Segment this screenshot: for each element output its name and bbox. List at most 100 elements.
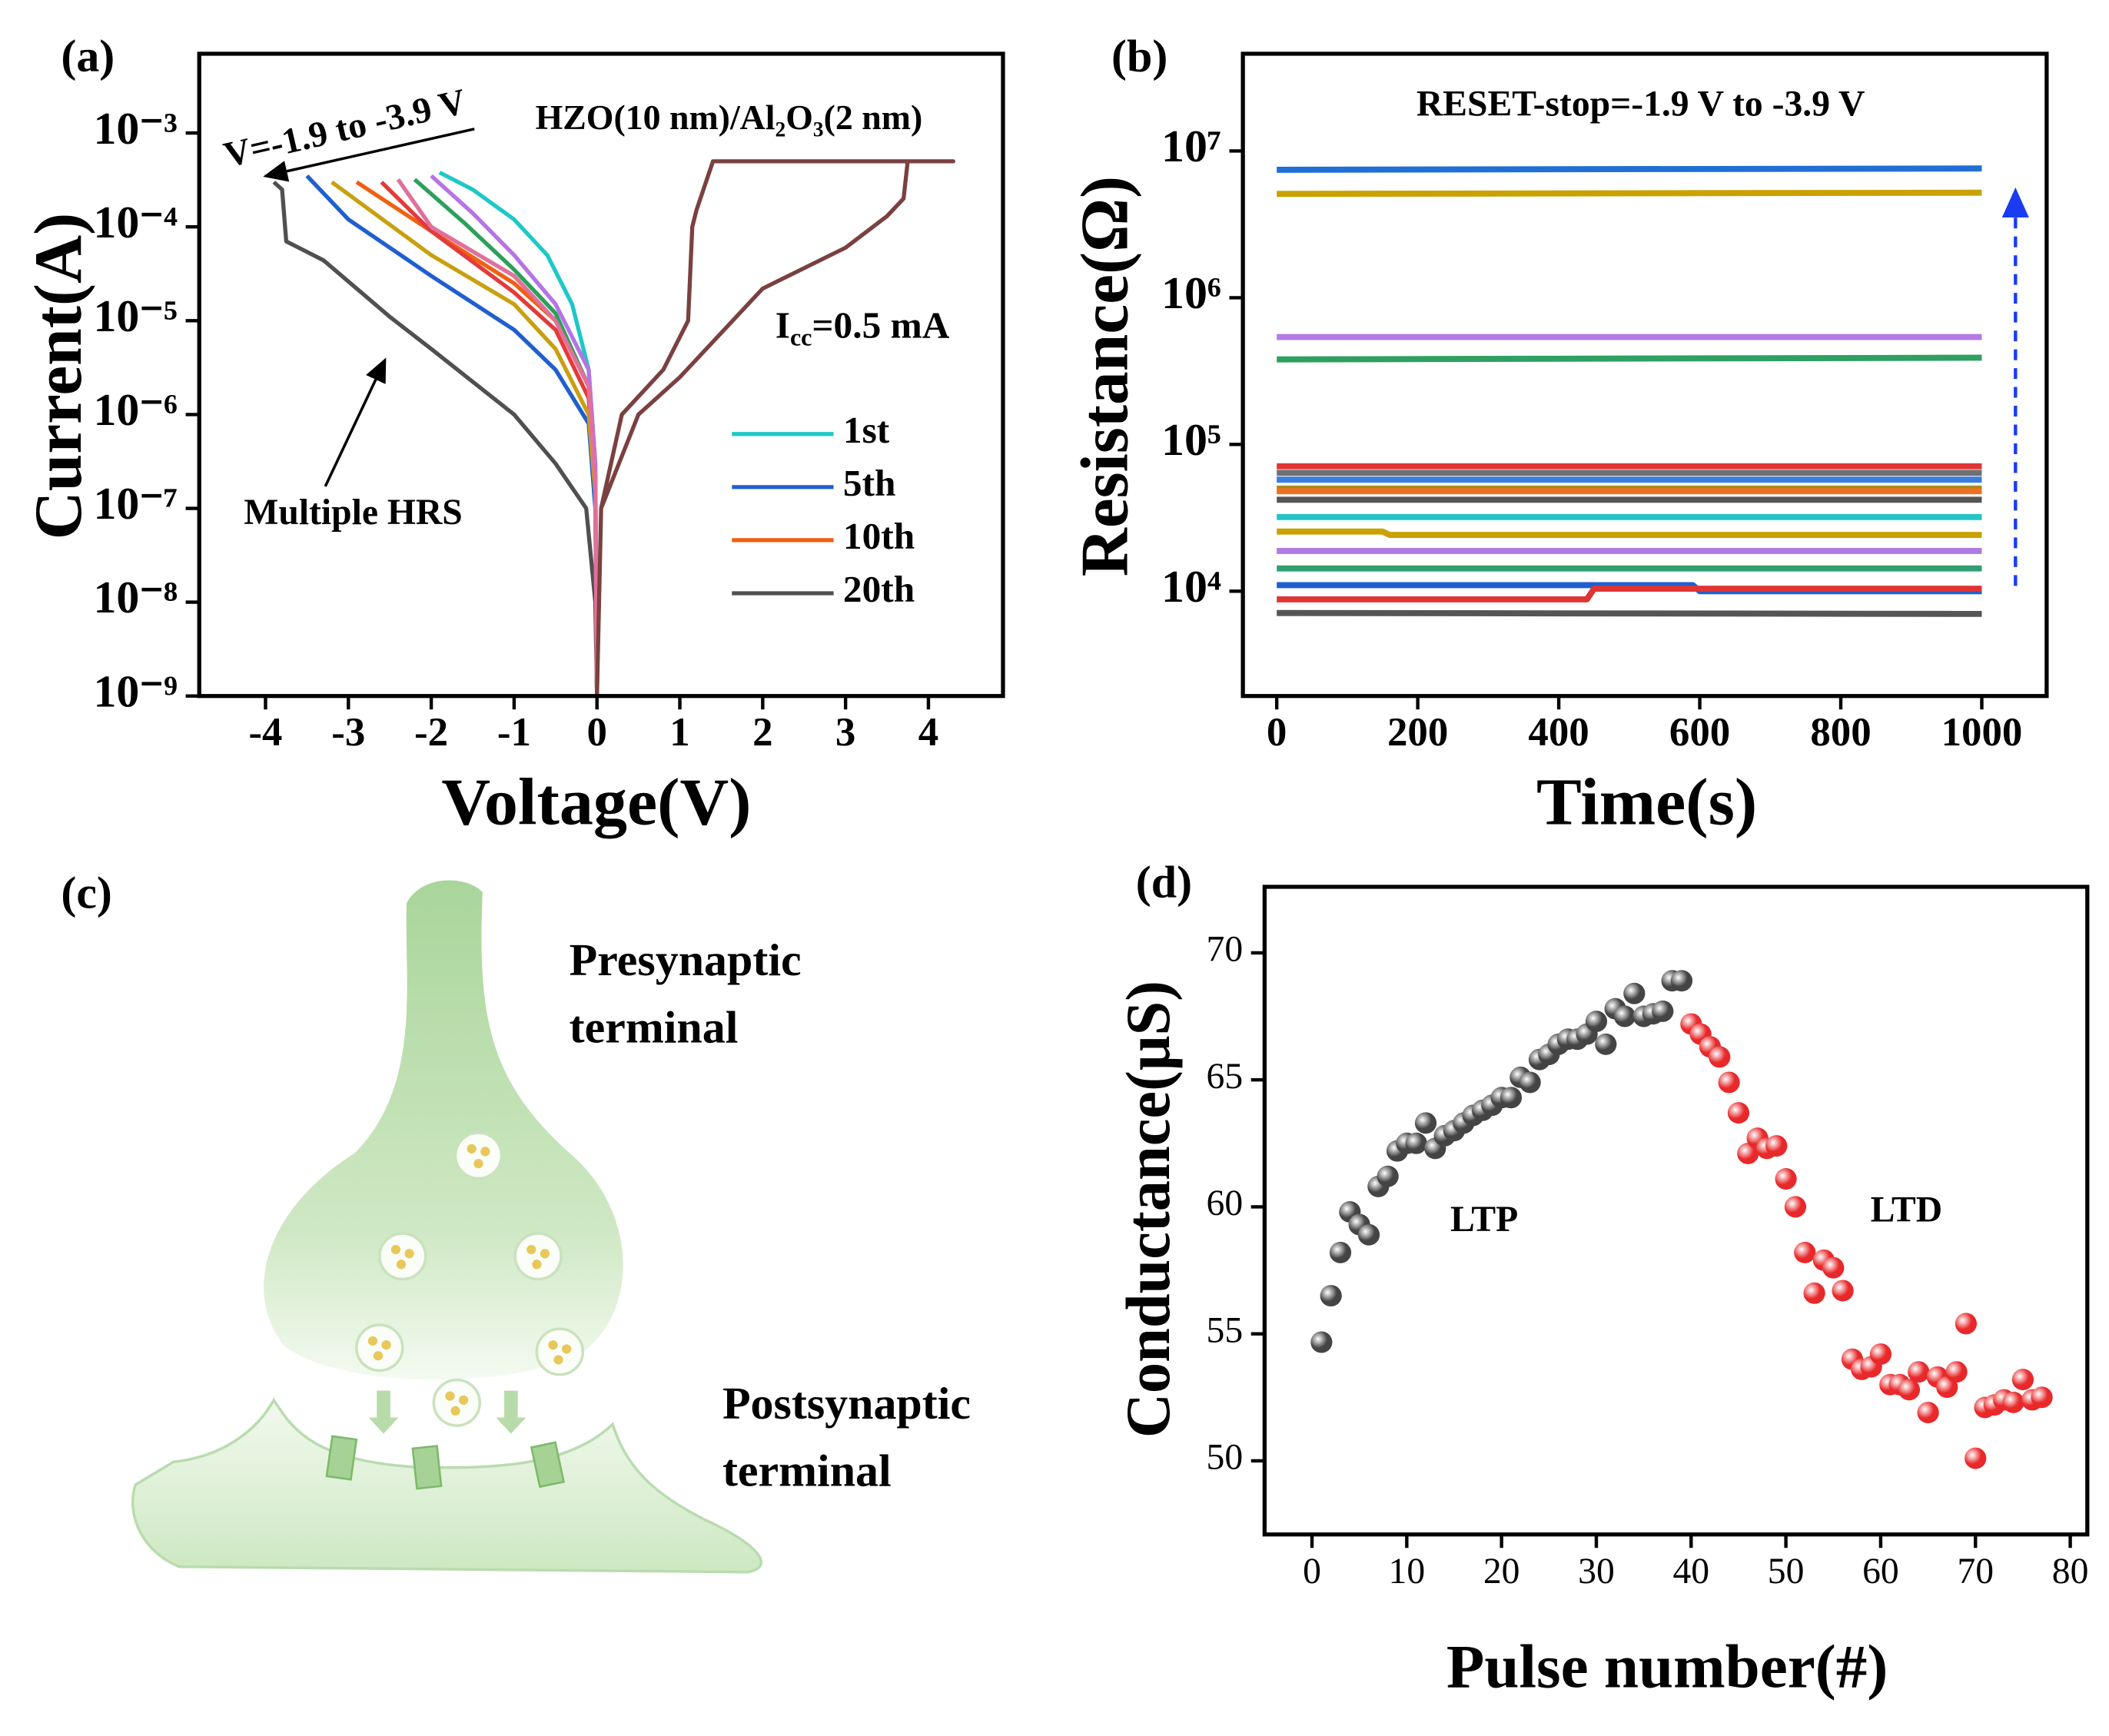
postsynaptic-label: Postsynaptic (722, 1378, 971, 1429)
x-tick-label: 0 (1303, 1552, 1321, 1592)
data-line (595, 159, 955, 696)
data-line (1277, 165, 1982, 173)
data-point (2011, 1369, 2034, 1391)
legend-label: 10th (843, 515, 915, 557)
y-tick-label: 10⁻⁷ (93, 478, 178, 529)
chart-panel: (d) 0 10 20 30 40 50 60 70 80 50 55 60 65 70 Pulse numb… (1114, 857, 2090, 1701)
y-tick-label: 10⁻⁵ (93, 290, 178, 341)
x-tick-label: 200 (1387, 710, 1448, 755)
chart-panel: (a) -4 -3 -2 -1 0 1 2 3 4 10⁻⁹ 10⁻⁸ 10⁻⁷ 10⁻⁶ 10⁻⁵ 10⁻⁴… (21, 31, 1005, 839)
panel-label: (a) (61, 31, 115, 81)
y-tick-label: 10⁻⁹ (93, 666, 178, 717)
x-tick-label: 10 (1389, 1552, 1426, 1592)
data-point (1803, 1282, 1825, 1304)
x-tick-label: 2 (752, 710, 772, 755)
x-tick-label: 600 (1669, 710, 1730, 755)
data-point (1917, 1402, 1939, 1424)
x-tick-label: -4 (248, 710, 282, 755)
data-point (1585, 1011, 1608, 1033)
data-point (1955, 1313, 1978, 1335)
x-tick-label: 30 (1578, 1552, 1615, 1592)
data-point (1310, 1331, 1333, 1353)
x-axis-label: Pulse number(#) (1446, 1633, 1888, 1701)
x-axis-label: Time(s) (1536, 765, 1757, 839)
data-point (1765, 1135, 1788, 1157)
synapse-diagram: (c) Presynaptic terminal Postsynaptic te… (61, 868, 971, 1574)
data-point (1414, 1112, 1437, 1134)
plot-frame (1240, 51, 2049, 699)
x-tick-label: 4 (918, 710, 938, 755)
annotation: HZO(10 nm)/Al₂O₃(2 nm) (536, 98, 923, 137)
data-point (1519, 1071, 1541, 1094)
legend-label: 20th (843, 568, 915, 610)
data-line (396, 178, 599, 696)
annotation-part: cc (790, 324, 812, 351)
data-point (2031, 1386, 2053, 1409)
y-tick-label: 10⁵ (1161, 414, 1221, 465)
vesicles (355, 1131, 585, 1427)
x-tick-label: 400 (1528, 710, 1589, 755)
x-tick-label: -2 (414, 710, 448, 755)
data-point (1613, 1005, 1636, 1027)
y-tick-label: 50 (1207, 1438, 1244, 1478)
panel-label: (c) (61, 868, 112, 918)
panel-label: (d) (1136, 857, 1192, 908)
release-arrows (368, 1390, 526, 1434)
plot-area (1277, 165, 1982, 617)
data-point (1709, 1046, 1731, 1068)
x-tick-label: 0 (1267, 710, 1287, 755)
x-tick-label: 3 (835, 710, 855, 755)
x-tick-label: 70 (1957, 1552, 1994, 1592)
data-line (1277, 189, 1982, 197)
data-line (1277, 586, 1982, 602)
y-axis-label: Resistance(Ω) (1067, 176, 1141, 576)
x-tick-label: 40 (1672, 1552, 1709, 1592)
annotation: Multiple HRS (244, 493, 462, 533)
data-point (1794, 1241, 1816, 1263)
data-line (1277, 609, 1982, 617)
annotation: Icc=0.5 mA (776, 304, 950, 351)
data-point (1727, 1102, 1750, 1124)
data-point (1500, 1087, 1523, 1109)
y-tick-label: 10⁷ (1161, 121, 1221, 171)
x-tick-label: 80 (2052, 1552, 2089, 1592)
chart-panel: (b) 0 200 400 600 800 1000 10⁴ 10⁵ 10⁶ 10⁷ Time(s) R… (1067, 31, 2049, 839)
annotation-arrow (263, 128, 475, 182)
data-line (355, 180, 599, 696)
data-point (1822, 1256, 1845, 1279)
data-point (1869, 1343, 1892, 1366)
x-tick-label: 50 (1768, 1552, 1805, 1592)
data-point (1652, 1000, 1674, 1022)
y-tick-label: 10⁴ (1161, 561, 1221, 612)
y-tick-label: 10⁶ (1161, 267, 1221, 318)
y-tick-label: 10⁻⁸ (93, 572, 178, 622)
data-point (1357, 1223, 1380, 1246)
postsynaptic-label: terminal (722, 1446, 892, 1496)
data-line (413, 178, 599, 696)
data-point (1329, 1241, 1352, 1263)
x-tick-label: 1000 (1941, 710, 2023, 755)
y-tick-label: 65 (1207, 1057, 1244, 1097)
data-point (1623, 982, 1646, 1004)
legend-label: 5th (843, 462, 896, 504)
data-point (1832, 1280, 1854, 1302)
x-tick-label: 0 (586, 710, 606, 755)
presynaptic-label: terminal (570, 1002, 739, 1053)
data-point (1670, 970, 1693, 992)
plot-area (1310, 970, 2053, 1469)
x-tick-label: -3 (331, 710, 365, 755)
data-point (1898, 1379, 1921, 1401)
y-tick-label: 10⁻⁴ (93, 197, 178, 247)
y-tick-label: 10⁻³ (93, 103, 178, 154)
x-tick-label: 20 (1483, 1552, 1520, 1592)
annotation: V=-1.9 to -3.9 V (220, 81, 470, 175)
x-axis-label: Voltage(V) (441, 765, 751, 839)
data-point (1718, 1071, 1740, 1094)
x-tick-label: 800 (1810, 710, 1871, 755)
plot-frame (1262, 885, 2090, 1537)
annotation: RESET-stop=-1.9 V to -3.9 V (1417, 85, 1865, 124)
annotation-part: I (776, 304, 790, 347)
annotation: LTD (1871, 1190, 1943, 1230)
